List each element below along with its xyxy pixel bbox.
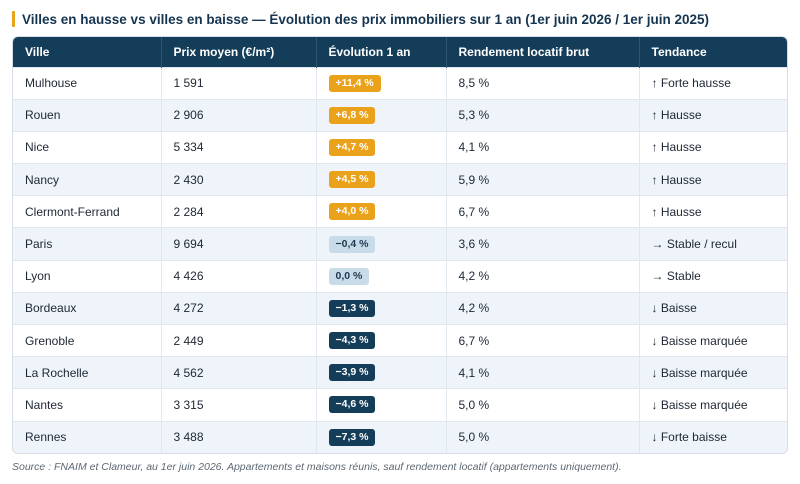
table-row: Rennes 3 488 −7,3 % 5,0 % ↓ Forte baisse <box>13 420 787 453</box>
cell-evolution: 0,0 % <box>316 259 447 293</box>
cell-evolution: +6,8 % <box>316 98 447 132</box>
cell-evolution: +4,7 % <box>316 130 447 164</box>
table-row: Mulhouse 1 591 +11,4 % 8,5 % ↑ Forte hausse <box>13 66 787 100</box>
cell-ville: Paris <box>13 227 162 261</box>
cell-evolution: +4,5 % <box>316 163 447 196</box>
header-prix: Prix moyen (€/m²) <box>161 37 317 67</box>
page-title: Villes en hausse vs villes en baisse — É… <box>22 11 710 27</box>
cell-evolution: +4,0 % <box>316 195 447 228</box>
cell-ville: Bordeaux <box>13 291 162 325</box>
cell-evolution: −3,9 % <box>316 356 447 389</box>
cell-ville: Nancy <box>13 163 162 196</box>
cell-rendement: 6,7 % <box>446 323 640 357</box>
cell-prix: 3 488 <box>161 420 317 453</box>
cell-tendance: ↓ Baisse <box>639 291 787 325</box>
cell-prix: 1 591 <box>161 66 317 100</box>
cell-rendement: 4,1 % <box>446 130 640 164</box>
evolution-badge: −3,9 % <box>328 364 376 382</box>
cell-prix: 4 426 <box>161 259 317 293</box>
header-rendement: Rendement locatif brut <box>446 37 640 67</box>
cell-ville: Clermont-Ferrand <box>13 195 162 228</box>
cell-prix: 3 315 <box>161 388 317 422</box>
table-header-row: Ville Prix moyen (€/m²) Évolution 1 an R… <box>13 37 787 67</box>
title-accent-bar <box>12 11 15 27</box>
cell-prix: 2 430 <box>161 163 317 196</box>
evolution-badge: +6,8 % <box>328 106 376 124</box>
table-row: Rouen 2 906 +6,8 % 5,3 % ↑ Hausse <box>13 98 787 132</box>
cell-rendement: 3,6 % <box>446 227 640 261</box>
cell-evolution: −1,3 % <box>316 291 447 325</box>
cell-rendement: 4,2 % <box>446 291 640 325</box>
table-row: La Rochelle 4 562 −3,9 % 4,1 % ↓ Baisse marq… <box>13 356 787 389</box>
cell-tendance: ↑ Hausse <box>639 130 787 164</box>
cell-tendance: ↑ Hausse <box>639 98 787 132</box>
table-row: Nice 5 334 +4,7 % 4,1 % ↑ Hausse <box>13 130 787 164</box>
table-row: Paris 9 694 −0,4 % 3,6 % → Stable / recul <box>13 227 787 261</box>
cell-evolution: −7,3 % <box>316 420 447 453</box>
cell-prix: 2 449 <box>161 323 317 357</box>
evolution-badge: +4,5 % <box>328 171 376 189</box>
evolution-badge: +11,4 % <box>328 74 381 92</box>
title-bar: Villes en hausse vs villes en baisse — É… <box>12 10 709 28</box>
cell-rendement: 5,0 % <box>446 420 640 453</box>
cell-ville: Mulhouse <box>13 66 162 100</box>
cell-rendement: 4,2 % <box>446 259 640 293</box>
evolution-badge: +4,0 % <box>328 203 376 221</box>
evolution-badge: −4,6 % <box>328 396 376 414</box>
cell-evolution: +11,4 % <box>316 66 447 100</box>
cell-prix: 2 906 <box>161 98 317 132</box>
cell-tendance: → Stable <box>639 259 787 293</box>
cell-tendance: ↓ Baisse marquée <box>639 323 787 357</box>
table-row: Bordeaux 4 272 −1,3 % 4,2 % ↓ Baisse <box>13 291 787 325</box>
table-row: Lyon 4 426 0,0 % 4,2 % → Stable <box>13 259 787 293</box>
cell-rendement: 4,1 % <box>446 356 640 389</box>
cell-tendance: ↑ Hausse <box>639 195 787 228</box>
cell-ville: Nantes <box>13 388 162 422</box>
cell-rendement: 6,7 % <box>446 195 640 228</box>
cell-ville: Rouen <box>13 98 162 132</box>
cell-ville: Grenoble <box>13 323 162 357</box>
cell-prix: 5 334 <box>161 130 317 164</box>
cell-tendance: ↓ Baisse marquée <box>639 388 787 422</box>
cell-rendement: 5,9 % <box>446 163 640 196</box>
cell-tendance: ↓ Baisse marquée <box>639 356 787 389</box>
cell-ville: Rennes <box>13 420 162 453</box>
header-ville: Ville <box>13 37 162 67</box>
evolution-badge: −0,4 % <box>328 235 376 253</box>
cell-tendance: ↑ Forte hausse <box>639 66 787 100</box>
table-row: Clermont-Ferrand 2 284 +4,0 % 6,7 % ↑ Hausse <box>13 195 787 228</box>
cell-tendance: ↓ Forte baisse <box>639 420 787 453</box>
cell-evolution: −0,4 % <box>316 227 447 261</box>
table-row: Nantes 3 315 −4,6 % 5,0 % ↓ Baisse marquée <box>13 388 787 422</box>
source-note: Source : FNAIM et Clameur, au 1er juin 2… <box>12 461 622 473</box>
cell-evolution: −4,6 % <box>316 388 447 422</box>
cell-prix: 4 272 <box>161 291 317 325</box>
table-row: Grenoble 2 449 −4,3 % 6,7 % ↓ Baisse marquée <box>13 323 787 357</box>
header-tendance: Tendance <box>651 44 707 59</box>
evolution-badge: −7,3 % <box>328 428 376 446</box>
table-body: Mulhouse 1 591 +11,4 % 8,5 % ↑ Forte hausse R… <box>13 66 787 453</box>
cell-ville: Nice <box>13 130 162 164</box>
cell-rendement: 5,3 % <box>446 98 640 132</box>
cell-rendement: 8,5 % <box>446 66 640 100</box>
cell-tendance: ↑ Hausse <box>639 163 787 196</box>
cell-prix: 9 694 <box>161 227 317 261</box>
table-row: Nancy 2 430 +4,5 % 5,9 % ↑ Hausse <box>13 163 787 196</box>
cell-prix: 2 284 <box>161 195 317 228</box>
cell-ville: La Rochelle <box>13 356 162 389</box>
evolution-badge: 0,0 % <box>328 267 370 285</box>
evolution-badge: −4,3 % <box>328 332 376 350</box>
cell-tendance: → Stable / recul <box>639 227 787 261</box>
cell-rendement: 5,0 % <box>446 388 640 422</box>
evolution-badge: +4,7 % <box>328 138 376 156</box>
cell-ville: Lyon <box>13 259 162 293</box>
cell-evolution: −4,3 % <box>316 323 447 357</box>
header-evolution: Évolution 1 an <box>316 37 447 67</box>
evolution-badge: −1,3 % <box>328 299 376 317</box>
price-table-container: Ville Prix moyen (€/m²) Évolution 1 an R… <box>12 36 788 454</box>
cell-prix: 4 562 <box>161 356 317 389</box>
price-table: Ville Prix moyen (€/m²) Évolution 1 an R… <box>13 37 787 453</box>
